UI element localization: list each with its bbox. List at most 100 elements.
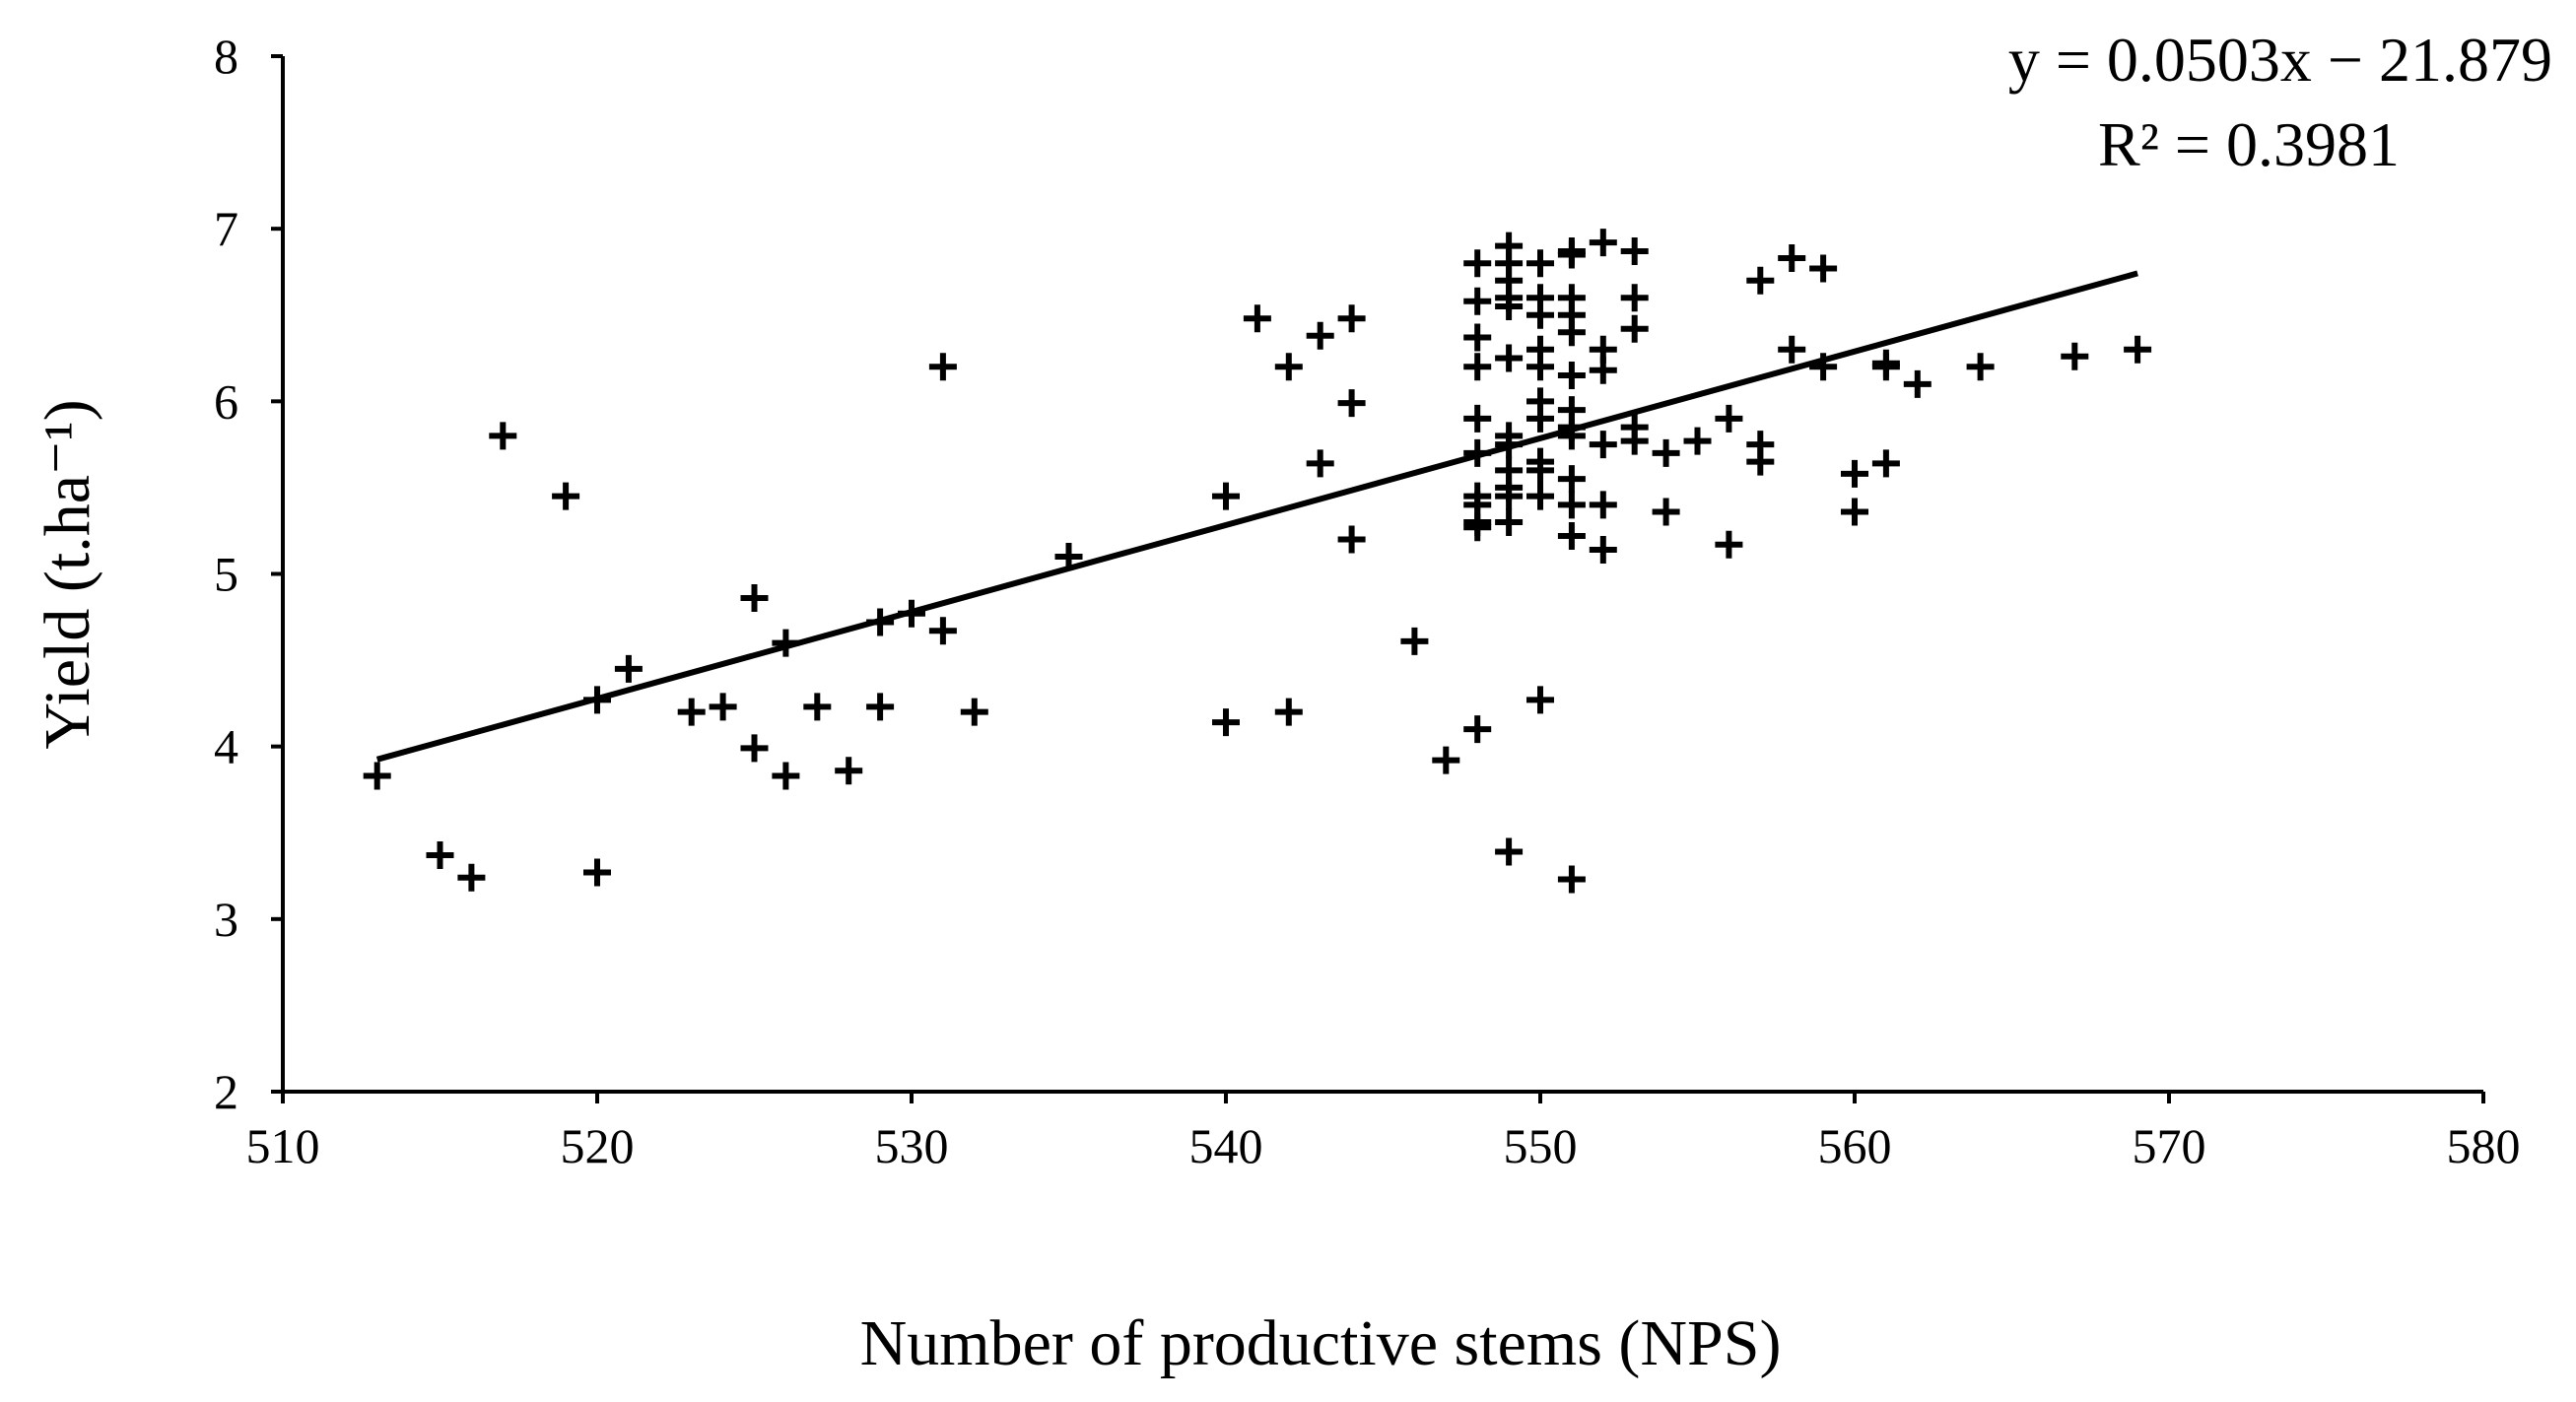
data-point: [1212, 482, 1240, 510]
data-point: [1337, 389, 1366, 418]
x-axis-title: Number of productive stems (NPS): [860, 1307, 1782, 1379]
data-point: [614, 654, 643, 683]
data-point: [803, 693, 832, 721]
trendline: [375, 270, 2138, 763]
data-point: [583, 858, 611, 887]
data-point: [928, 617, 957, 645]
x-tick-label: 530: [875, 1118, 949, 1173]
data-point: [1495, 344, 1524, 372]
data-point: [1871, 353, 1900, 381]
data-point: [1526, 686, 1554, 714]
y-axis-title: Yield (t.ha⁻¹): [32, 399, 103, 749]
x-tick-label: 540: [1189, 1118, 1263, 1173]
data-point: [1871, 449, 1900, 478]
data-point: [1463, 287, 1492, 315]
x-tick-label: 510: [246, 1118, 320, 1173]
data-point: [1966, 353, 1995, 381]
data-point: [866, 693, 895, 721]
data-point: [1557, 465, 1586, 494]
data-point: [1778, 335, 1806, 364]
data-point: [1526, 482, 1554, 510]
data-point: [1432, 746, 1460, 774]
data-point: [677, 698, 706, 726]
data-point: [960, 698, 988, 726]
data-point: [1400, 627, 1429, 655]
data-point: [2124, 335, 2152, 364]
data-point: [1306, 449, 1334, 478]
data-point: [1652, 498, 1680, 526]
data-point: [1557, 491, 1586, 519]
x-tick-label: 550: [1504, 1118, 1578, 1173]
x-tick-label: 570: [2133, 1118, 2206, 1173]
data-point: [1557, 240, 1586, 269]
y-tick-label: 5: [214, 547, 238, 602]
data-point: [1243, 304, 1271, 333]
data-point: [1589, 356, 1617, 384]
data-point: [1463, 715, 1492, 744]
data-point: [1557, 865, 1586, 894]
data-point: [1557, 362, 1586, 390]
data-point: [1809, 254, 1838, 283]
data-point: [1715, 530, 1743, 559]
data-point: [2061, 342, 2089, 370]
data-point: [1746, 447, 1775, 476]
data-point: [1652, 438, 1680, 467]
data-point: [426, 841, 454, 870]
axes: 510 520 530 540 550 560 570 580 2 3 4 5 6 7 8: [214, 29, 2521, 1173]
data-point: [1620, 314, 1649, 343]
data-point: [1841, 459, 1868, 488]
data-point: [1620, 236, 1649, 265]
x-tick-label: 560: [1818, 1118, 1892, 1173]
data-point: [1715, 404, 1743, 433]
data-point: [1463, 513, 1492, 542]
y-tick-label: 4: [214, 719, 238, 774]
data-point: [1495, 482, 1524, 510]
data-points: [363, 229, 2152, 894]
data-point: [1589, 431, 1617, 459]
data-point: [1589, 229, 1617, 257]
data-point: [1337, 304, 1366, 333]
data-point: [740, 584, 769, 613]
data-point: [1526, 404, 1554, 433]
data-point: [457, 863, 486, 892]
data-point: [1463, 323, 1492, 352]
data-point: [489, 422, 517, 450]
data-point: [1526, 456, 1554, 485]
data-point: [1274, 698, 1303, 726]
data-point: [1495, 292, 1524, 320]
data-point: [740, 734, 769, 763]
data-point: [1306, 321, 1334, 350]
data-point: [1557, 318, 1586, 347]
x-tick-label: 580: [2447, 1118, 2521, 1173]
r2-label: R² = 0.3981: [2098, 109, 2400, 179]
data-point: [1526, 353, 1554, 381]
data-point: [1557, 521, 1586, 550]
y-tick-label: 6: [214, 373, 238, 429]
y-tick-label: 3: [214, 892, 238, 947]
data-point: [1589, 491, 1617, 519]
data-point: [1337, 525, 1366, 554]
data-point: [1463, 353, 1492, 381]
data-point: [1841, 498, 1868, 526]
data-point: [1495, 837, 1524, 866]
y-tick-label: 7: [214, 201, 238, 256]
data-point: [363, 762, 391, 790]
data-point: [1526, 300, 1554, 329]
data-point: [1589, 535, 1617, 564]
data-point: [1274, 353, 1303, 381]
data-point: [1683, 427, 1712, 455]
data-point: [1778, 243, 1806, 272]
data-point: [1463, 249, 1492, 278]
data-point: [709, 693, 737, 721]
data-point: [1526, 249, 1554, 278]
data-point: [928, 353, 957, 381]
data-point: [1495, 507, 1524, 536]
x-tick-label: 520: [561, 1118, 635, 1173]
data-point: [1212, 708, 1240, 737]
data-point: [1620, 427, 1649, 455]
y-tick-label: 8: [214, 29, 238, 84]
data-point: [1620, 284, 1649, 312]
data-point: [1463, 404, 1492, 433]
data-point: [835, 757, 863, 785]
data-point: [1746, 266, 1775, 295]
